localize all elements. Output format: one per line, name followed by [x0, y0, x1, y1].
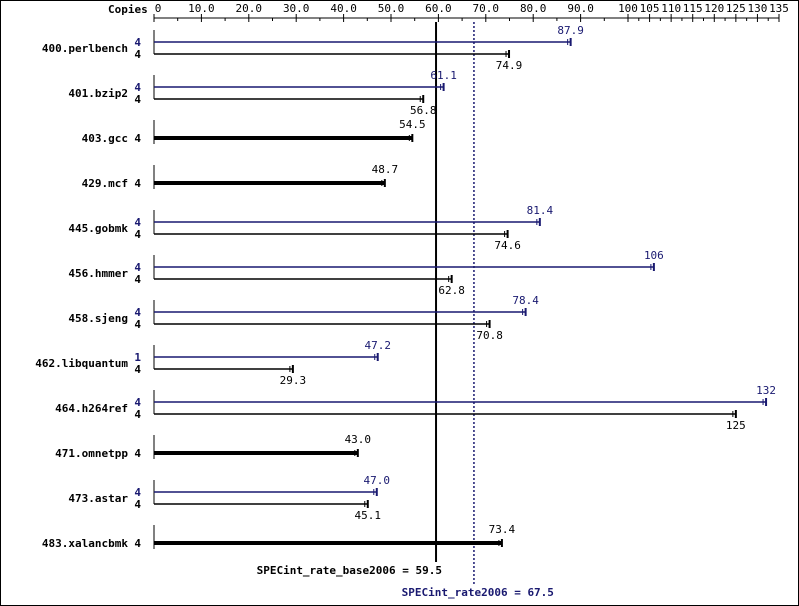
peak-copies-value: 4 — [134, 396, 141, 409]
base-value-label: 74.6 — [494, 239, 521, 252]
x-tick-label: 30.0 — [283, 2, 310, 15]
benchmark-label: 456.hmmer — [68, 267, 128, 280]
x-tick-label: 40.0 — [330, 2, 357, 15]
peak-copies-value: 1 — [134, 351, 141, 364]
base-copies-value: 4 — [134, 498, 141, 511]
peak-copies-value: 4 — [134, 36, 141, 49]
benchmark-label: 464.h264ref — [55, 402, 128, 415]
x-tick-label: 80.0 — [520, 2, 547, 15]
peak-value-label: 106 — [644, 249, 664, 262]
x-tick-label: 130 — [747, 2, 767, 15]
x-tick-label: 105 — [640, 2, 660, 15]
x-tick-label: 70.0 — [473, 2, 500, 15]
x-tick-label: 10.0 — [188, 2, 215, 15]
x-tick-label: 110 — [661, 2, 681, 15]
peak-copies-value: 4 — [134, 306, 141, 319]
peak-value-label: 132 — [756, 384, 776, 397]
benchmark-label: 483.xalancbmk — [42, 537, 128, 550]
x-tick-label: 0 — [155, 2, 162, 15]
copies-value: 4 — [134, 177, 141, 190]
base-copies-value: 4 — [134, 228, 141, 241]
base-copies-value: 4 — [134, 318, 141, 331]
base-value-label: 62.8 — [438, 284, 465, 297]
x-tick-label: 60.0 — [425, 2, 452, 15]
peak-value-label: 47.2 — [364, 339, 391, 352]
value-label: 48.7 — [372, 163, 399, 176]
base-value-label: 29.3 — [280, 374, 307, 387]
benchmark-label: 445.gobmk — [68, 222, 128, 235]
base-value-label: 74.9 — [496, 59, 523, 72]
base-reference-label: SPECint_rate_base2006 = 59.5 — [257, 564, 442, 577]
copies-header: Copies — [108, 3, 148, 16]
base-copies-value: 4 — [134, 93, 141, 106]
x-tick-label: 115 — [683, 2, 703, 15]
base-copies-value: 4 — [134, 408, 141, 421]
value-label: 43.0 — [345, 433, 372, 446]
value-label: 54.5 — [399, 118, 426, 131]
x-tick-label: 90.0 — [567, 2, 594, 15]
copies-value: 4 — [134, 447, 141, 460]
peak-value-label: 81.4 — [527, 204, 554, 217]
copies-value: 4 — [134, 132, 141, 145]
base-value-label: 70.8 — [476, 329, 503, 342]
copies-value: 4 — [134, 537, 141, 550]
benchmark-label: 471.omnetpp — [55, 447, 128, 460]
peak-copies-value: 4 — [134, 486, 141, 499]
peak-copies-value: 4 — [134, 81, 141, 94]
peak-value-label: 78.4 — [512, 294, 539, 307]
peak-reference-label: SPECint_rate2006 = 67.5 — [402, 586, 554, 599]
x-tick-label: 20.0 — [236, 2, 263, 15]
x-tick-label: 135 — [769, 2, 789, 15]
base-value-label: 56.8 — [410, 104, 437, 117]
benchmark-label: 429.mcf — [82, 177, 128, 190]
benchmark-label: 400.perlbench — [42, 42, 128, 55]
peak-copies-value: 4 — [134, 216, 141, 229]
x-tick-label: 50.0 — [378, 2, 405, 15]
x-tick-label: 125 — [726, 2, 746, 15]
peak-value-label: 87.9 — [557, 24, 584, 37]
peak-value-label: 47.0 — [364, 474, 391, 487]
peak-value-label: 61.1 — [430, 69, 457, 82]
benchmark-label: 403.gcc — [82, 132, 128, 145]
benchmark-label: 401.bzip2 — [68, 87, 128, 100]
value-label: 73.4 — [489, 523, 516, 536]
base-value-label: 45.1 — [355, 509, 382, 522]
benchmark-label: 473.astar — [68, 492, 128, 505]
base-copies-value: 4 — [134, 273, 141, 286]
x-tick-label: 120 — [704, 2, 724, 15]
benchmark-label: 462.libquantum — [35, 357, 128, 370]
base-copies-value: 4 — [134, 48, 141, 61]
benchmark-label: 458.sjeng — [68, 312, 128, 325]
peak-copies-value: 4 — [134, 261, 141, 274]
x-tick-label: 100 — [618, 2, 638, 15]
base-value-label: 125 — [726, 419, 746, 432]
base-copies-value: 4 — [134, 363, 141, 376]
